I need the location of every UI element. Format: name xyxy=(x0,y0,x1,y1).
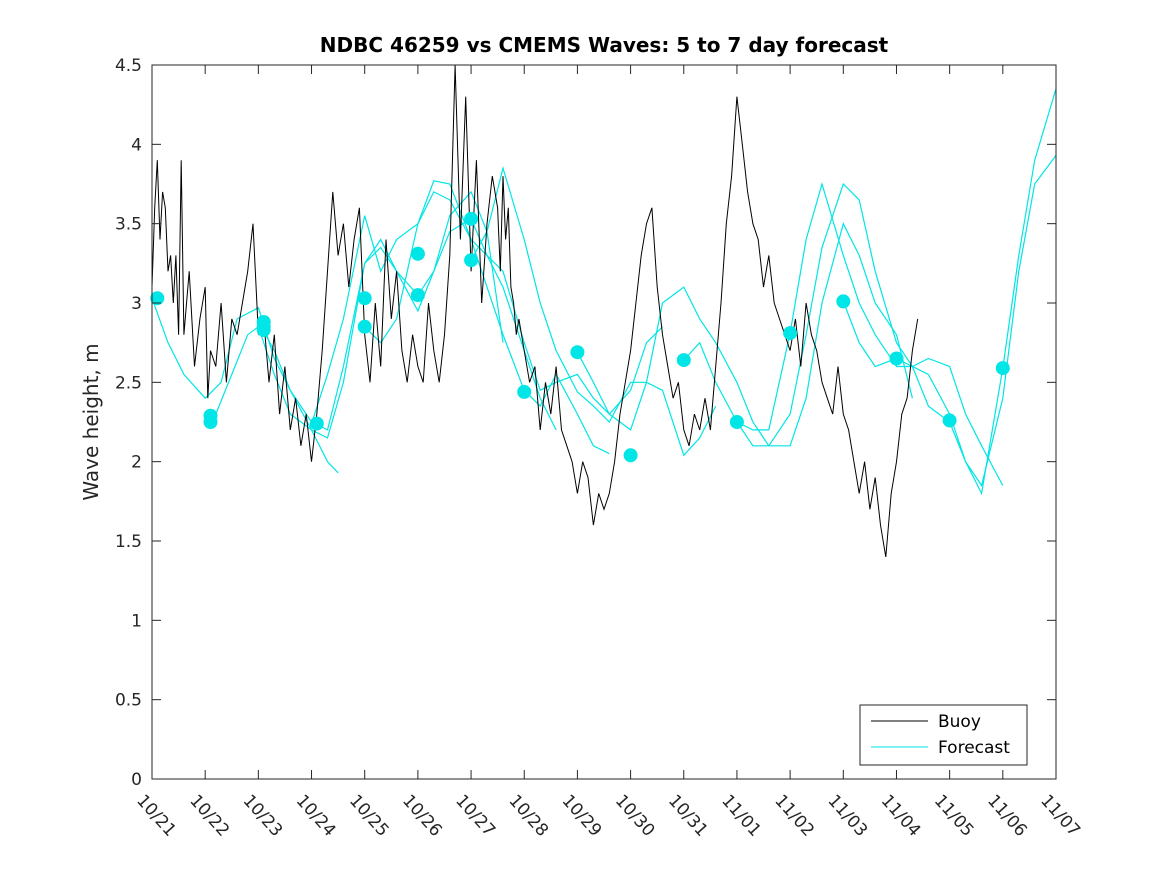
forecast-marker-21 xyxy=(942,413,957,428)
forecast-marker-13 xyxy=(517,384,532,399)
x-tick-label-9: 10/30 xyxy=(611,791,659,841)
forecast-marker-8 xyxy=(357,319,372,334)
axes-box xyxy=(151,64,1057,780)
x-tick-label-16: 11/06 xyxy=(983,791,1031,841)
forecast-marker-20 xyxy=(889,351,904,366)
forecast-line-1 xyxy=(204,246,419,439)
forecast-marker-11 xyxy=(464,211,479,226)
legend: Buoy Forecast xyxy=(859,704,1028,766)
x-tick-label-0: 10/21 xyxy=(132,791,180,841)
y-tick-label-4: 2 xyxy=(131,453,142,473)
y-tick-label-0: 0 xyxy=(131,770,142,790)
x-tick-label-2: 10/23 xyxy=(239,791,287,841)
forecast-marker-2 xyxy=(203,415,218,429)
x-tick-label-3: 10/24 xyxy=(292,791,340,841)
x-tick-label-13: 11/03 xyxy=(824,791,872,841)
legend-buoy-label: Buoy xyxy=(938,712,981,732)
forecast-marker-18 xyxy=(783,326,798,341)
forecast-marker-12 xyxy=(464,253,479,268)
series-layer xyxy=(150,64,1057,557)
x-tick-label-12: 11/02 xyxy=(770,791,818,841)
forecast-line-6 xyxy=(470,165,717,457)
x-tick-label-10: 10/31 xyxy=(664,791,712,841)
x-tick-label-17: 11/07 xyxy=(1036,791,1084,841)
x-tick-label-4: 10/25 xyxy=(345,791,393,841)
y-tick-label-9: 4.5 xyxy=(115,56,142,76)
forecast-marker-22 xyxy=(995,361,1010,376)
forecast-marker-14 xyxy=(570,345,585,360)
x-tick-label-7: 10/28 xyxy=(505,791,553,841)
x-tick-label-1: 10/22 xyxy=(185,791,233,841)
forecast-marker-19 xyxy=(836,294,851,309)
y-tick-label-6: 3 xyxy=(131,294,142,314)
buoy-line xyxy=(151,64,919,557)
legend-forecast-label: Forecast xyxy=(938,738,1010,758)
x-tick-label-14: 11/04 xyxy=(877,791,925,841)
chart-title: NDBC 46259 vs CMEMS Waves: 5 to 7 day fo… xyxy=(320,33,889,57)
forecast-marker-6 xyxy=(309,416,324,431)
y-tick-label-7: 3.5 xyxy=(115,215,142,235)
plot-area xyxy=(152,65,1056,779)
forecast-line-4 xyxy=(364,180,610,455)
y-tick-label-2: 1 xyxy=(131,611,142,631)
forecast-marker-15 xyxy=(623,448,638,463)
forecast-marker-5 xyxy=(256,323,271,337)
legend-box xyxy=(859,704,1028,766)
x-tick-label-8: 10/29 xyxy=(558,791,606,841)
forecast-marker-16 xyxy=(676,353,691,368)
y-tick-label-8: 4 xyxy=(131,135,142,155)
forecast-marker-10 xyxy=(410,288,425,303)
y-tick-label-5: 2.5 xyxy=(115,373,142,393)
forecast-marker-0 xyxy=(150,291,165,306)
y-axis-label: Wave height, m xyxy=(79,343,103,500)
forecast-marker-9 xyxy=(410,246,425,261)
x-tick-label-5: 10/26 xyxy=(398,791,446,841)
x-tick-label-11: 11/01 xyxy=(717,791,765,841)
y-tick-label-3: 1.5 xyxy=(115,532,142,552)
y-tick-label-1: 0.5 xyxy=(115,691,142,711)
forecast-line-5 xyxy=(417,218,663,415)
x-tick-label-15: 11/05 xyxy=(930,791,978,841)
forecast-line-2 xyxy=(257,190,504,431)
forecast-marker-17 xyxy=(729,415,744,429)
forecast-line-7 xyxy=(576,222,913,447)
x-tick-label-6: 10/27 xyxy=(451,791,499,841)
forecast-marker-7 xyxy=(357,291,372,306)
